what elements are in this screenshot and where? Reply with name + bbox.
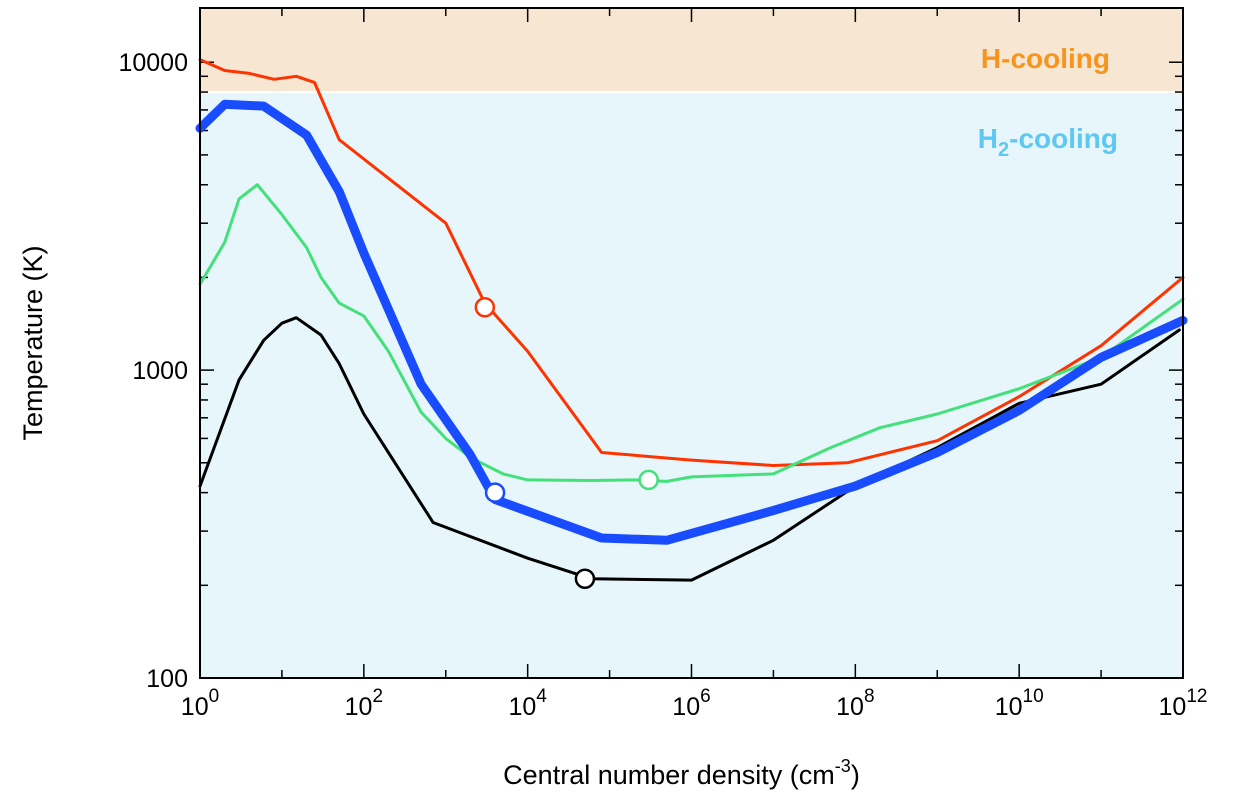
x-tick-label-exponent: 10 <box>1023 686 1044 707</box>
x-tick-label-base: 10 <box>995 693 1023 721</box>
x-tick-label-1: 102 <box>345 686 383 721</box>
y-tick-label-0: 100 <box>146 665 188 693</box>
x-tick-label-6: 1012 <box>1159 686 1208 721</box>
x-tick-label-2: 104 <box>508 686 547 721</box>
x-tick-label-exponent: 2 <box>372 686 383 707</box>
series-marker-0 <box>574 568 596 590</box>
x-tick-label-exponent: 8 <box>864 686 875 707</box>
x-tick-label-base: 10 <box>508 693 536 721</box>
series-line-0 <box>198 316 1181 582</box>
h2-cooling-label: H2-cooling <box>978 123 1118 161</box>
h2-cooling-label-subscript: 2 <box>998 139 1009 161</box>
y-axis-label: Temperature (K) <box>18 245 48 440</box>
plot-frame <box>199 7 1184 679</box>
series-line-2 <box>198 183 1185 483</box>
x-tick-label-3: 106 <box>672 686 710 721</box>
cooling-regions <box>200 8 1183 679</box>
axis-ticks <box>199 8 1184 679</box>
region-band-0 <box>200 8 1183 93</box>
series-marker-1 <box>474 297 496 318</box>
x-tick-label-base: 10 <box>345 693 373 721</box>
x-tick-label-exponent: 4 <box>536 686 547 707</box>
x-tick-label-exponent: 6 <box>700 686 711 707</box>
data-series <box>195 58 1188 590</box>
h2-cooling-label-main: H <box>978 123 998 154</box>
h-cooling-label: H-cooling <box>981 43 1110 74</box>
x-tick-label-base: 10 <box>1159 693 1187 721</box>
x-tick-label-base: 10 <box>181 693 209 721</box>
series-marker-3 <box>484 482 506 503</box>
h2-cooling-label-tail: -cooling <box>1009 123 1118 154</box>
x-tick-label-5: 1010 <box>995 686 1044 721</box>
x-axis-label-tail: ) <box>851 760 860 790</box>
y-tick-label-2: 10000 <box>118 49 188 77</box>
x-tick-label-base: 10 <box>672 693 700 721</box>
x-axis-label: Central number density (cm-3) <box>503 756 860 790</box>
y-tick-label-1: 1000 <box>132 357 188 385</box>
x-tick-label-0: 100 <box>181 686 219 721</box>
series-line-1 <box>198 58 1185 467</box>
x-tick-label-base: 10 <box>836 693 864 721</box>
x-tick-label-4: 108 <box>836 686 874 721</box>
x-axis-label-main: Central number density (cm <box>503 760 835 790</box>
series-marker-2 <box>638 469 659 491</box>
x-axis-label-exponent: -3 <box>835 756 851 776</box>
x-tick-label-exponent: 12 <box>1186 686 1207 707</box>
x-tick-label-exponent: 0 <box>209 686 220 707</box>
